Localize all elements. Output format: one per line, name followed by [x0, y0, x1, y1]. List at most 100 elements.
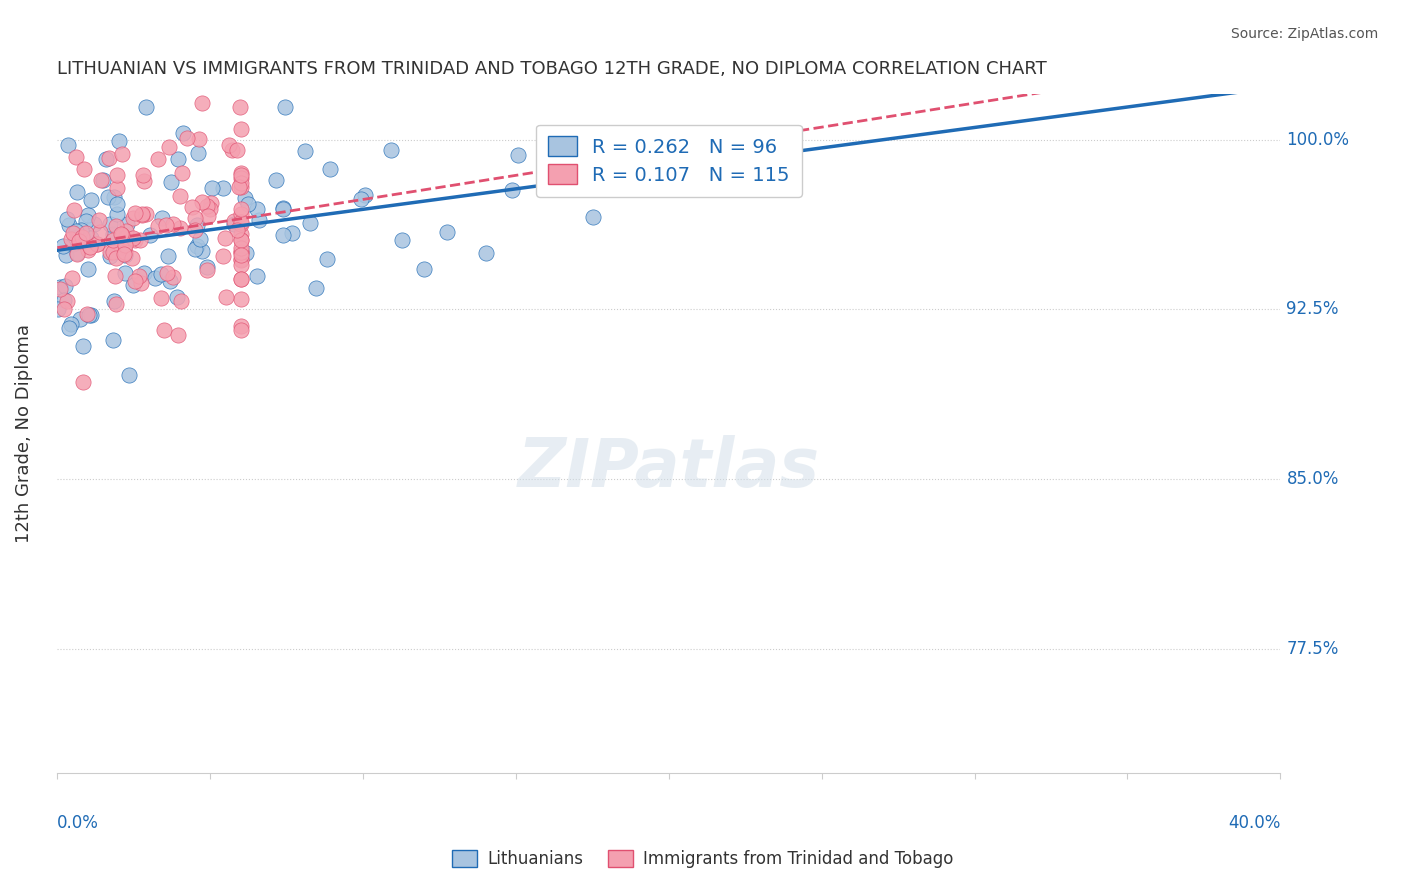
Point	[53, 279, 76, 293]
Point	[76, 307, 98, 321]
Point	[97, 152, 120, 166]
Point	[229, 272, 252, 286]
Point	[77, 262, 100, 277]
Point	[162, 217, 184, 231]
Point	[46, 302, 69, 317]
Point	[72, 229, 94, 244]
Point	[91, 173, 114, 187]
Point	[107, 197, 129, 211]
Legend: Lithuanians, Immigrants from Trinidad and Tobago: Lithuanians, Immigrants from Trinidad an…	[446, 843, 960, 875]
Point	[69, 312, 91, 326]
Point	[191, 244, 214, 258]
Point	[238, 196, 260, 211]
Point	[53, 301, 76, 316]
Point	[215, 290, 238, 304]
Point	[229, 171, 252, 186]
Point	[103, 190, 125, 204]
Point	[79, 230, 101, 244]
Point	[89, 225, 111, 239]
Point	[135, 100, 157, 114]
Point	[186, 219, 208, 233]
Point	[281, 226, 304, 240]
Point	[75, 213, 97, 227]
Point	[229, 166, 252, 180]
Point	[121, 278, 143, 293]
Point	[56, 137, 79, 152]
Point	[132, 266, 155, 280]
Point	[229, 293, 252, 307]
Point	[188, 232, 211, 246]
Point	[59, 232, 82, 246]
Point	[506, 148, 529, 162]
Point	[190, 95, 212, 110]
Y-axis label: 12th Grade, No Diploma: 12th Grade, No Diploma	[15, 325, 32, 543]
Point	[94, 152, 117, 166]
Point	[110, 240, 132, 254]
Point	[501, 183, 523, 197]
Point	[181, 200, 204, 214]
Point	[350, 192, 373, 206]
Point	[271, 227, 294, 242]
Point	[229, 271, 252, 285]
Point	[561, 172, 583, 186]
Point	[150, 291, 173, 305]
Point	[65, 150, 87, 164]
Point	[391, 233, 413, 247]
Point	[103, 294, 125, 309]
Point	[159, 274, 181, 288]
Point	[167, 152, 190, 166]
Point	[298, 216, 321, 230]
Point	[229, 176, 252, 190]
Point	[100, 245, 122, 260]
Point	[582, 210, 605, 224]
Point	[229, 227, 252, 241]
Point	[160, 175, 183, 189]
Point	[229, 323, 252, 337]
Point	[69, 223, 91, 237]
Point	[62, 226, 84, 240]
Point	[195, 263, 218, 277]
Point	[77, 208, 100, 222]
Point	[122, 211, 145, 226]
Point	[110, 227, 132, 241]
Point	[97, 190, 120, 204]
Point	[131, 207, 153, 221]
Point	[128, 233, 150, 247]
Point	[80, 193, 103, 207]
Point	[247, 212, 270, 227]
Point	[229, 244, 252, 259]
Point	[114, 245, 136, 260]
Point	[212, 249, 235, 263]
Point	[139, 227, 162, 242]
Point	[107, 134, 129, 148]
Point	[55, 248, 77, 262]
Point	[229, 179, 252, 194]
Point	[105, 168, 128, 182]
Point	[172, 126, 194, 140]
Point	[229, 233, 252, 247]
Point	[80, 309, 103, 323]
Point	[226, 222, 249, 236]
Point	[124, 233, 146, 247]
Point	[156, 266, 179, 280]
Legend: R = 0.262   N = 96, R = 0.107   N = 115: R = 0.262 N = 96, R = 0.107 N = 115	[536, 125, 801, 196]
Point	[274, 100, 297, 114]
Point	[184, 211, 207, 226]
Point	[166, 290, 188, 304]
Point	[229, 207, 252, 221]
Point	[229, 233, 252, 247]
Point	[235, 245, 257, 260]
Point	[150, 211, 173, 226]
Point	[131, 208, 153, 222]
Point	[60, 318, 83, 332]
Point	[157, 139, 180, 153]
Point	[131, 277, 153, 291]
Point	[229, 258, 252, 272]
Point	[146, 219, 169, 233]
Point	[581, 153, 603, 168]
Point	[72, 375, 94, 389]
Point	[153, 323, 176, 337]
Point	[63, 202, 86, 217]
Point	[233, 191, 256, 205]
Point	[83, 217, 105, 231]
